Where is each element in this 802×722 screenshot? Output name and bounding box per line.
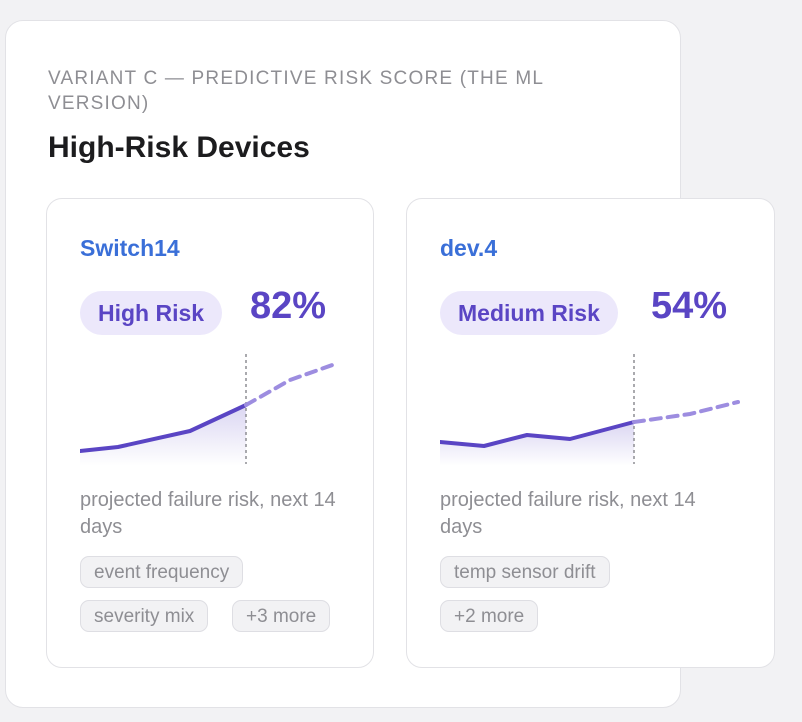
device-name[interactable]: Switch14: [80, 235, 180, 261]
risk-description: projected failure risk, next 14 days: [80, 489, 336, 538]
device-card-switch14[interactable]: Switch14 High Risk 82% projected failure…: [46, 198, 374, 668]
risk-percentage: 54%: [651, 285, 728, 327]
more-factors-chip[interactable]: +2 more: [440, 600, 539, 632]
factor-chip[interactable]: event frequency: [80, 556, 244, 588]
risk-percentage: 82%: [250, 285, 327, 327]
device-name[interactable]: dev.4: [440, 235, 498, 261]
risk-description: projected failure risk, next 14 days: [440, 489, 696, 538]
history-line: [80, 403, 248, 453]
factor-chip[interactable]: severity mix: [80, 600, 209, 632]
risk-trend-sparkline: [440, 354, 740, 466]
variant-label: VARIANT C — PREDICTIVE RISK SCORE (THE M…: [48, 68, 544, 114]
factor-chip[interactable]: temp sensor drift: [440, 556, 610, 588]
history-area: [440, 422, 634, 466]
device-card-dev4[interactable]: dev.4 Medium Risk 54% projected failure …: [406, 198, 775, 668]
risk-badge: Medium Risk: [440, 291, 618, 335]
risk-trend-sparkline: [80, 354, 340, 466]
more-factors-chip[interactable]: +3 more: [232, 600, 331, 632]
projection-line: [632, 400, 740, 424]
history-line: [440, 420, 636, 448]
risk-badge: High Risk: [80, 291, 223, 335]
history-area: [80, 405, 246, 466]
projection-line: [244, 361, 340, 407]
section-title: High-Risk Devices: [48, 131, 310, 164]
